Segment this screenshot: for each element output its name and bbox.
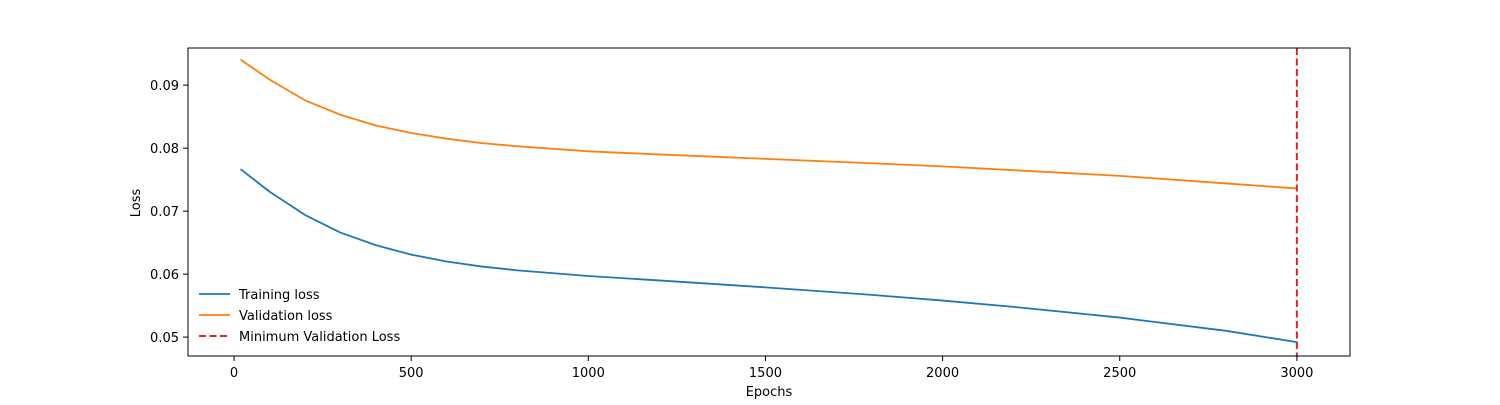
x-tick-label: 0 — [230, 366, 238, 381]
legend-label-2: Minimum Validation Loss — [239, 330, 400, 345]
y-axis-label: Loss — [129, 189, 144, 218]
series-line-1 — [240, 59, 1298, 190]
x-tick-label: 1000 — [572, 366, 605, 381]
x-tick-label: 2500 — [1103, 366, 1136, 381]
x-tick-label: 500 — [399, 366, 424, 381]
y-tick-label: 0.07 — [150, 205, 179, 220]
plot-frame — [187, 47, 1351, 357]
x-tick-label: 3000 — [1280, 366, 1313, 381]
x-tick-label: 2000 — [926, 366, 959, 381]
series-line-0 — [240, 168, 1298, 344]
y-tick-label: 0.08 — [150, 142, 179, 157]
legend-label-1: Validation loss — [239, 309, 333, 324]
y-tick-label: 0.09 — [150, 79, 179, 94]
legend-label-0: Training loss — [238, 288, 320, 303]
legend: Training loss Validation loss Minimum Vali… — [199, 288, 400, 345]
x-tick-label: 1500 — [749, 366, 782, 381]
plot-area — [240, 48, 1298, 356]
x-axis-label: Epochs — [746, 385, 793, 400]
y-tick-label: 0.05 — [150, 331, 179, 346]
y-tick-label: 0.06 — [150, 268, 179, 283]
